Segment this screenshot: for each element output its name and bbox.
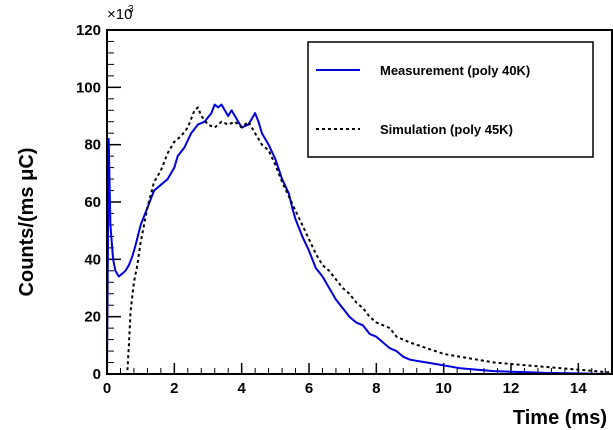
x-tick-label: 12 xyxy=(503,380,520,397)
y-tick-label: 120 xyxy=(76,22,101,39)
measurement-series-line xyxy=(106,103,613,375)
x-tick-label: 8 xyxy=(372,380,380,397)
axis-ticks: 0 2 4 6 8 10 12 14 0 20 40 60 80 100 120 xyxy=(76,22,606,397)
x-tick-label: 2 xyxy=(170,380,178,397)
y-tick-label: 0 xyxy=(93,366,101,383)
x-tick-label: 4 xyxy=(237,380,246,397)
x-tick-label: 10 xyxy=(435,380,452,397)
x-tick-label: 14 xyxy=(570,380,587,397)
y-tick-label: 100 xyxy=(76,79,101,96)
x-tick-label: 0 xyxy=(103,380,111,397)
legend-box xyxy=(307,41,594,158)
y-multiplier-exponent: 3 xyxy=(128,4,134,15)
y-axis-title-group: Counts/(ms μC) xyxy=(16,148,38,297)
legend-simulation-label: Simulation (poly 45K) xyxy=(380,122,513,137)
y-tick-label: 40 xyxy=(84,251,101,268)
y-multiplier: ×10 xyxy=(107,6,132,23)
simulation-series-line xyxy=(107,106,613,375)
plot-frame xyxy=(106,29,613,375)
x-tick-label: 6 xyxy=(305,380,313,397)
legend-measurement-label: Measurement (poly 40K) xyxy=(380,63,530,78)
y-tick-label: 80 xyxy=(84,137,101,154)
y-tick-label: 60 xyxy=(84,194,101,211)
y-axis-title: Counts/(ms μC) xyxy=(16,148,38,297)
y-tick-label: 20 xyxy=(84,309,101,326)
legend: Measurement (poly 40K) Simulation (poly … xyxy=(307,41,594,158)
x-axis-title: Time (ms) xyxy=(513,407,607,429)
series-layer xyxy=(106,103,613,375)
